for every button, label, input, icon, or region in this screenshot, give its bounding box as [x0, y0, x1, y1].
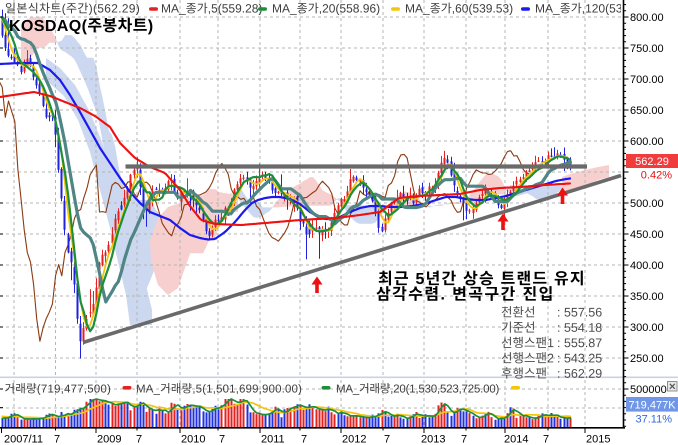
svg-text:250.00: 250.00 [630, 353, 664, 365]
svg-text:2011: 2011 [261, 434, 285, 445]
svg-text:562.29: 562.29 [635, 156, 669, 168]
svg-text:2010: 2010 [181, 434, 205, 445]
svg-text:0.42%: 0.42% [641, 170, 672, 182]
svg-text:500000: 500000 [630, 384, 667, 396]
svg-text:600.00: 600.00 [630, 136, 664, 148]
svg-text:2012: 2012 [342, 434, 366, 445]
svg-text:700.00: 700.00 [630, 74, 664, 86]
svg-text:7: 7 [461, 434, 467, 445]
svg-text:350.00: 350.00 [630, 291, 664, 303]
svg-text:2007/11: 2007/11 [4, 434, 43, 445]
svg-text:300.00: 300.00 [630, 322, 664, 334]
svg-text:2015: 2015 [586, 434, 610, 445]
svg-text:37.11%: 37.11% [636, 414, 673, 426]
svg-text:719,477K: 719,477K [628, 400, 676, 412]
svg-text:7: 7 [136, 434, 142, 445]
svg-text:2013: 2013 [421, 434, 445, 445]
svg-text:7: 7 [384, 434, 390, 445]
svg-text:800.00: 800.00 [630, 12, 664, 24]
svg-text:2009: 2009 [97, 434, 121, 445]
svg-text:750.00: 750.00 [630, 43, 664, 55]
svg-text:500.00: 500.00 [630, 198, 664, 210]
svg-text:650.00: 650.00 [630, 105, 664, 117]
svg-text:7: 7 [54, 434, 60, 445]
svg-text:7: 7 [301, 434, 307, 445]
svg-text:400.00: 400.00 [630, 260, 664, 272]
svg-text:2014: 2014 [504, 434, 528, 445]
svg-text:7: 7 [543, 434, 549, 445]
svg-text:450.00: 450.00 [630, 229, 664, 241]
svg-text:7: 7 [219, 434, 225, 445]
